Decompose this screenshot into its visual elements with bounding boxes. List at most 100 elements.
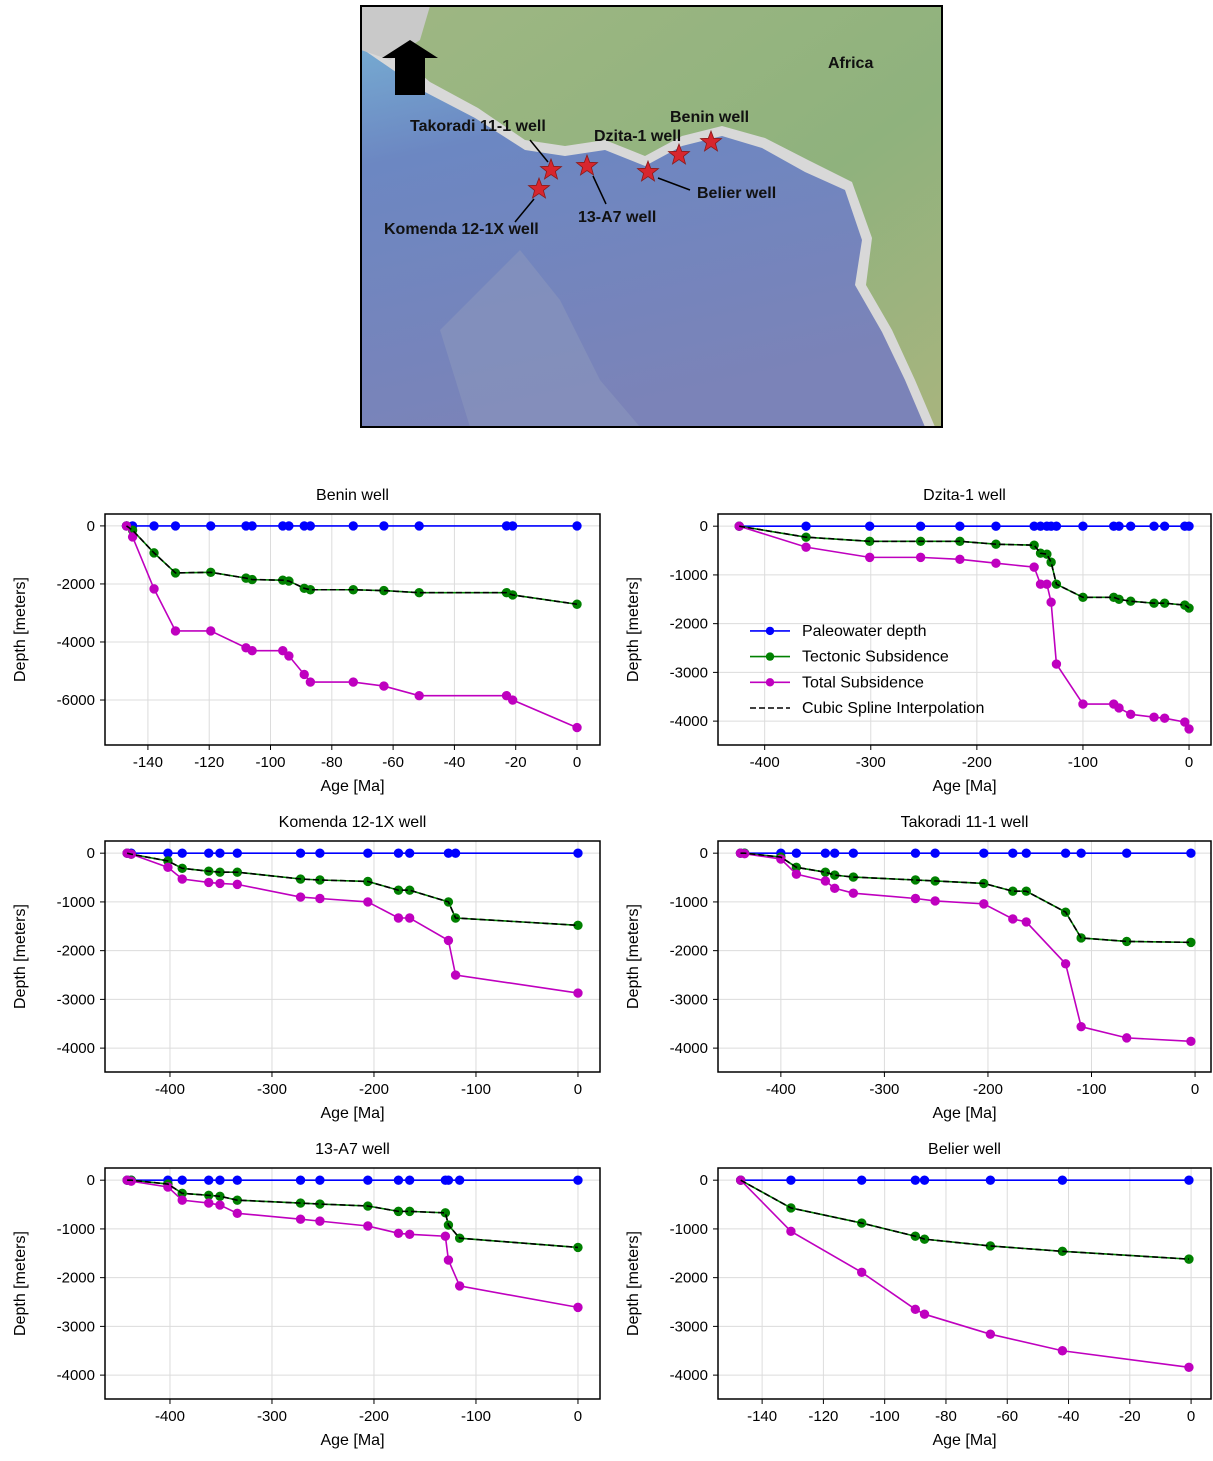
data-point xyxy=(216,849,224,857)
x-tick-label: -20 xyxy=(505,754,527,771)
data-point xyxy=(1115,522,1123,530)
y-tick-label: -1000 xyxy=(670,567,708,584)
series-line xyxy=(741,1180,1189,1259)
y-axis-label: Depth [meters] xyxy=(12,577,29,682)
chart-title: 13-A7 well xyxy=(315,1141,390,1158)
x-tick-label: -300 xyxy=(257,1081,287,1098)
y-tick-label: -4000 xyxy=(57,1040,95,1057)
x-tick-label: -80 xyxy=(321,754,343,771)
data-point xyxy=(300,670,308,678)
data-point xyxy=(1185,1176,1193,1184)
x-tick-label: 0 xyxy=(1187,1408,1195,1425)
y-tick-label: 0 xyxy=(700,1172,708,1189)
y-tick-label: -4000 xyxy=(57,634,95,651)
data-point xyxy=(1030,563,1038,571)
y-tick-label: -2000 xyxy=(57,1270,95,1287)
page: Africa Benin wellTakoradi 11-1 wellDzita… xyxy=(0,0,1213,1461)
y-tick-label: -1000 xyxy=(57,1221,95,1238)
x-tick-label: -140 xyxy=(747,1408,777,1425)
data-point xyxy=(1185,522,1193,530)
chart: Komenda 12-1X well-400-300-200-1000-4000… xyxy=(12,814,600,1122)
y-tick-label: 0 xyxy=(87,518,95,535)
data-point xyxy=(916,522,924,530)
x-tick-label: -140 xyxy=(133,754,163,771)
data-point xyxy=(455,1282,463,1290)
y-tick-label: 0 xyxy=(87,1172,95,1189)
plot-frame xyxy=(718,1168,1211,1399)
x-tick-label: -100 xyxy=(1068,754,1098,771)
y-tick-label: -3000 xyxy=(670,1318,708,1335)
data-point xyxy=(316,1176,324,1184)
y-tick-label: -2000 xyxy=(57,576,95,593)
data-point xyxy=(574,1176,582,1184)
data-point xyxy=(1061,960,1069,968)
data-point xyxy=(380,682,388,690)
x-tick-label: -400 xyxy=(155,1081,185,1098)
series-line xyxy=(127,853,578,925)
x-axis-label: Age [Ma] xyxy=(932,778,996,795)
well-label: Komenda 12-1X well xyxy=(384,221,539,238)
data-point xyxy=(216,1201,224,1209)
data-point xyxy=(455,1176,463,1184)
y-tick-label: -2000 xyxy=(670,616,708,633)
data-point xyxy=(1185,1363,1193,1371)
data-point xyxy=(296,849,304,857)
data-point xyxy=(792,870,800,878)
data-point xyxy=(405,849,413,857)
data-point xyxy=(858,1176,866,1184)
data-point xyxy=(405,914,413,922)
x-tick-label: -60 xyxy=(996,1408,1018,1425)
y-tick-label: -4000 xyxy=(57,1367,95,1384)
legend-marker xyxy=(766,652,774,660)
x-tick-label: -300 xyxy=(869,1081,899,1098)
x-tick-label: -120 xyxy=(194,754,224,771)
data-point xyxy=(415,522,423,530)
x-tick-label: 0 xyxy=(574,1408,582,1425)
well-label: Belier well xyxy=(697,185,776,202)
x-tick-label: -100 xyxy=(255,754,285,771)
data-point xyxy=(1123,849,1131,857)
x-tick-label: -100 xyxy=(1076,1081,1106,1098)
data-point xyxy=(858,1268,866,1276)
x-tick-label: 0 xyxy=(574,1081,582,1098)
data-point xyxy=(1160,522,1168,530)
x-tick-label: -200 xyxy=(359,1408,389,1425)
data-point xyxy=(441,1232,449,1240)
data-point xyxy=(285,652,293,660)
chart-title: Benin well xyxy=(316,487,389,504)
data-point xyxy=(574,989,582,997)
data-point xyxy=(920,1176,928,1184)
x-tick-label: -200 xyxy=(359,1081,389,1098)
data-point xyxy=(394,1229,402,1237)
data-point xyxy=(980,849,988,857)
data-point xyxy=(831,849,839,857)
data-point xyxy=(1052,522,1060,530)
x-tick-label: -400 xyxy=(766,1081,796,1098)
legend-label: Tectonic Subsidence xyxy=(802,649,949,666)
data-point xyxy=(178,875,186,883)
data-point xyxy=(316,1217,324,1225)
x-axis-label: Age [Ma] xyxy=(320,1432,384,1449)
data-point xyxy=(802,522,810,530)
x-tick-label: -200 xyxy=(973,1081,1003,1098)
data-point xyxy=(573,723,581,731)
data-point xyxy=(296,893,304,901)
x-tick-label: -40 xyxy=(444,754,466,771)
y-axis-label: Depth [meters] xyxy=(625,1231,642,1336)
data-point xyxy=(394,1176,402,1184)
x-tick-label: -300 xyxy=(856,754,886,771)
data-point xyxy=(233,1209,241,1217)
series-line xyxy=(127,1180,578,1307)
data-point xyxy=(164,863,172,871)
data-point xyxy=(207,627,215,635)
data-point xyxy=(233,849,241,857)
well-label: 13-A7 well xyxy=(578,209,656,226)
data-point xyxy=(364,1176,372,1184)
data-point xyxy=(508,522,516,530)
data-point xyxy=(831,884,839,892)
x-tick-label: -100 xyxy=(461,1408,491,1425)
data-point xyxy=(296,1215,304,1223)
legend-marker xyxy=(766,678,774,686)
